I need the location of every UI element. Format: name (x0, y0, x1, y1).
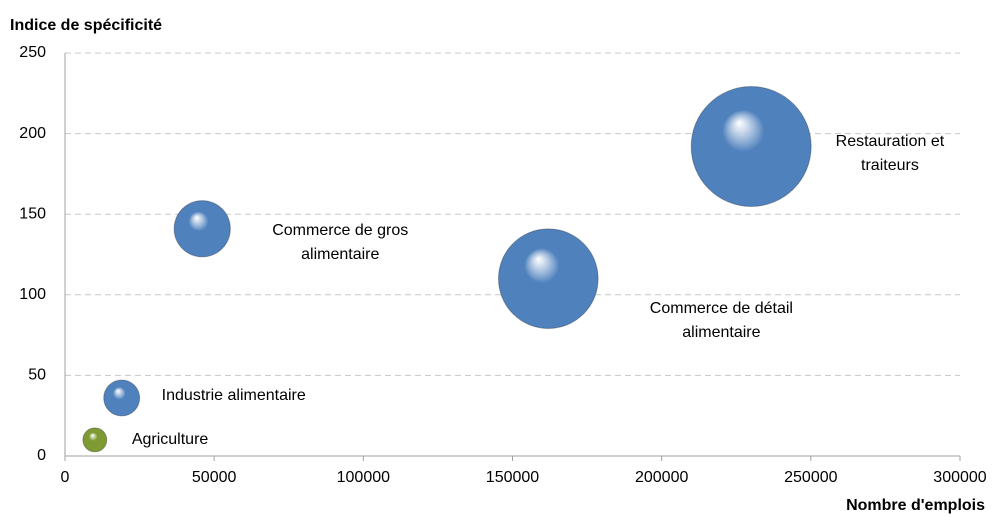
x-tick-label: 0 (61, 469, 70, 486)
x-tick-label: 150000 (486, 469, 539, 486)
y-tick-label: 50 (28, 367, 46, 384)
y-tick-label: 100 (19, 286, 46, 303)
bubble-label: Commerce de gros alimentaire (272, 221, 409, 263)
y-tick-label: 150 (19, 205, 46, 222)
bubble (103, 379, 141, 417)
y-tick-label: 200 (19, 125, 46, 142)
x-tick-label: 200000 (635, 469, 688, 486)
bubble-label: Agriculture (131, 430, 209, 448)
y-axis-title: Indice de spécificité (10, 17, 162, 34)
bubble-label: Restauration et traiteurs (835, 133, 945, 175)
y-tick-label: 250 (19, 44, 46, 61)
y-tick-label: 0 (37, 447, 46, 464)
bubble (690, 85, 812, 207)
bubble (82, 427, 108, 453)
x-tick-label: 250000 (784, 469, 837, 486)
bubble-label: Commerce de détail alimentaire (649, 299, 793, 341)
bubble (497, 228, 599, 330)
x-tick-label: 300000 (933, 469, 986, 486)
bubble-label: Industrie alimentaire (161, 386, 306, 404)
x-axis-title: Nombre d'emplois (846, 497, 985, 514)
x-tick-label: 50000 (192, 469, 237, 486)
x-tick-label: 100000 (337, 469, 390, 486)
bubble (173, 200, 231, 258)
